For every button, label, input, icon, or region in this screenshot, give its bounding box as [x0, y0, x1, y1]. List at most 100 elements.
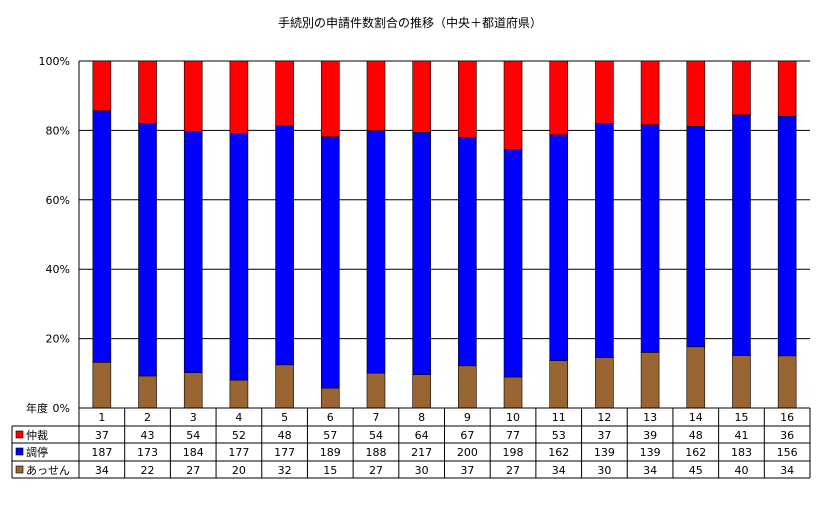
bar-segment — [686, 346, 706, 409]
chart-title: 手続別の申請件数割合の推移（中央＋都道府県） — [278, 15, 542, 30]
bar-segment — [138, 123, 157, 377]
bar-segment — [777, 60, 797, 117]
bar-segment — [777, 115, 797, 357]
bar-segment — [275, 125, 294, 366]
category-label: 3 — [190, 411, 197, 424]
data-label: 37 — [95, 429, 109, 442]
bar-segment — [229, 60, 249, 134]
y-tick-label: 40% — [46, 263, 70, 276]
category-label: 2 — [144, 411, 151, 424]
bar-segment — [320, 60, 340, 138]
data-label: 36 — [780, 429, 794, 442]
data-label: 37 — [460, 464, 474, 477]
legend-label: 調停 — [26, 445, 48, 459]
data-label: 54 — [186, 429, 200, 442]
bar-segment — [503, 149, 523, 378]
y-tick-label: 60% — [46, 194, 70, 207]
data-label: 64 — [415, 429, 429, 442]
bar-segment — [366, 372, 386, 409]
legend-swatch — [15, 447, 24, 456]
bars — [92, 60, 797, 409]
bar-segment — [686, 60, 706, 127]
category-label: 8 — [418, 411, 425, 424]
category-label: 10 — [506, 411, 520, 424]
bar-segment — [138, 375, 157, 409]
category-label: 5 — [281, 411, 288, 424]
data-label: 27 — [186, 464, 200, 477]
data-label: 198 — [503, 446, 524, 459]
bar-segment — [229, 133, 249, 381]
bar-segment — [777, 355, 797, 409]
data-label: 77 — [506, 429, 520, 442]
data-label: 34 — [95, 464, 109, 477]
y-tick-label: 20% — [46, 333, 70, 346]
bar-segment — [229, 379, 249, 409]
bar-segment — [549, 134, 569, 361]
legend-label: あっせん — [26, 464, 70, 477]
bar-segment — [640, 124, 660, 353]
bar-segment — [549, 360, 569, 409]
data-label: 139 — [594, 446, 615, 459]
data-label: 34 — [643, 464, 657, 477]
data-label: 34 — [552, 464, 566, 477]
bar-segment — [320, 136, 340, 389]
bar-segment — [458, 60, 477, 138]
bar-segment — [92, 60, 112, 112]
bar-segment — [275, 60, 294, 127]
bar-segment — [366, 60, 386, 131]
data-label: 52 — [232, 429, 246, 442]
y-axis: 0% 20% 40% 60% 80% 100% 年度 — [26, 55, 80, 415]
bar-segment — [412, 132, 431, 375]
bar-segment — [503, 60, 523, 150]
data-label: 184 — [183, 446, 204, 459]
data-label: 30 — [597, 464, 611, 477]
category-label: 11 — [552, 411, 566, 424]
category-label: 12 — [597, 411, 611, 424]
y-tick-label: 100% — [39, 55, 70, 68]
y-tick-label: 0% — [53, 402, 70, 415]
bar-segment — [366, 130, 386, 374]
legend-label: 仲裁 — [26, 428, 48, 442]
bar-segment — [320, 387, 340, 409]
data-label: 173 — [137, 446, 158, 459]
data-label: 48 — [278, 429, 292, 442]
data-label: 27 — [369, 464, 383, 477]
data-label: 32 — [278, 464, 292, 477]
bar-segment — [92, 110, 112, 363]
bar-segment — [549, 60, 569, 136]
data-label: 183 — [731, 446, 752, 459]
category-label: 6 — [327, 411, 334, 424]
bar-segment — [595, 357, 614, 409]
data-label: 200 — [457, 446, 478, 459]
data-label: 217 — [411, 446, 432, 459]
data-label: 139 — [640, 446, 661, 459]
data-label: 54 — [369, 429, 383, 442]
bar-segment — [640, 352, 660, 409]
legend-swatch — [15, 465, 24, 474]
data-label: 48 — [689, 429, 703, 442]
bar-segment — [732, 60, 751, 116]
bar-segment — [412, 60, 431, 133]
data-label: 39 — [643, 429, 657, 442]
bar-segment — [595, 60, 614, 124]
bar-segment — [183, 60, 203, 133]
data-label: 53 — [552, 429, 566, 442]
data-label: 156 — [777, 446, 798, 459]
data-label: 177 — [274, 446, 295, 459]
corner-label: 年度 — [26, 401, 48, 415]
bar-segment — [412, 374, 431, 409]
data-label: 20 — [232, 464, 246, 477]
data-label: 22 — [141, 464, 155, 477]
data-label: 45 — [689, 464, 703, 477]
data-label: 67 — [460, 429, 474, 442]
legend-swatch — [15, 430, 24, 439]
data-label: 162 — [685, 446, 706, 459]
data-label: 57 — [323, 429, 337, 442]
bar-segment — [732, 114, 751, 356]
bar-segment — [275, 364, 294, 409]
data-label: 37 — [597, 429, 611, 442]
bar-segment — [138, 60, 157, 124]
